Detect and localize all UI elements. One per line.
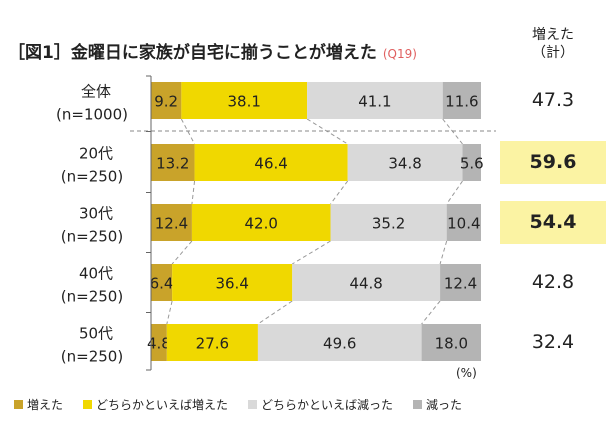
bar-segment: [307, 82, 443, 119]
bar-segment: [330, 204, 447, 241]
connector-line: [330, 180, 349, 205]
bar-segment: [462, 144, 481, 181]
bar-segment: [151, 204, 192, 241]
chart-title: ［図1］金曜日に家族が自宅に揃うことが増えた (Q19): [8, 38, 417, 63]
total-value: 54.4: [500, 201, 606, 244]
category-n-label: (n=250): [61, 228, 123, 246]
bar-segment: [194, 144, 348, 181]
legend-swatch: [14, 400, 23, 409]
legend-label: どちらかといえば増えた: [96, 398, 229, 412]
data-label: 49.6: [323, 335, 356, 353]
legend-item: どちらかといえば減った: [248, 396, 393, 413]
connector-line: [171, 240, 193, 265]
bar-segment: [151, 324, 167, 361]
bar-segment: [440, 264, 481, 301]
bar-segment: [421, 324, 481, 361]
category-label: 全体: [81, 83, 111, 101]
category-label: 40代: [79, 265, 113, 283]
data-label: 34.8: [388, 155, 421, 173]
legend-label: どちらかといえば減った: [261, 398, 394, 412]
data-label: 12.4: [444, 275, 477, 293]
data-label: 44.8: [349, 275, 382, 293]
data-label: 35.2: [372, 215, 405, 233]
bar-segment: [191, 204, 331, 241]
data-label: 13.2: [156, 155, 189, 173]
bar-segment: [446, 204, 481, 241]
total-value: 47.3: [531, 89, 575, 111]
question-code: (Q19): [382, 47, 417, 61]
data-label: 12.4: [155, 215, 188, 233]
connector-line: [439, 240, 448, 265]
connector-line: [166, 300, 173, 325]
data-label: 9.2: [154, 93, 178, 111]
chart-title-text: ［図1］金曜日に家族が自宅に揃うことが増えた: [8, 43, 377, 63]
legend-item: 減った: [413, 396, 462, 413]
category-n-label: (n=250): [61, 168, 123, 186]
category-n-label: (n=250): [61, 348, 123, 366]
legend-label: 減った: [426, 398, 463, 412]
legend-swatch: [83, 400, 93, 409]
data-label: 10.4: [447, 215, 480, 233]
category-n-label: (n=1000): [56, 106, 128, 124]
data-label: 11.6: [445, 93, 478, 111]
total-column-header: 増えた （計）: [500, 26, 606, 62]
bar-segment: [166, 324, 258, 361]
total-value: 42.8: [531, 271, 575, 293]
data-label: 36.4: [215, 275, 248, 293]
data-label: 27.6: [196, 335, 229, 353]
category-label: 50代: [79, 325, 113, 343]
bar-segment: [151, 82, 182, 119]
connector-line: [421, 300, 441, 325]
connector-line: [291, 240, 331, 265]
category-n-label: (n=250): [61, 288, 123, 306]
bar-segment: [347, 144, 463, 181]
bar-segment: [151, 144, 195, 181]
bar-segment: [181, 82, 308, 119]
bar-segment: [257, 324, 422, 361]
data-label: 4.8: [147, 335, 171, 353]
connector-line: [446, 180, 463, 205]
legend-swatch: [413, 400, 423, 409]
total-header-line2: （計）: [532, 45, 574, 61]
legend-item: どちらかといえば増えた: [83, 396, 228, 413]
connector-line: [191, 180, 196, 205]
total-header-line1: 増えた: [532, 27, 574, 43]
bar-segment: [151, 264, 173, 301]
legend-item: 増えた: [14, 396, 63, 413]
legend: 増えた どちらかといえば増えた どちらかといえば減った 減った: [14, 396, 482, 413]
bar-segment: [172, 264, 293, 301]
unit-label: (%): [456, 366, 477, 380]
total-value: 32.4: [531, 331, 575, 353]
bar-segment: [442, 82, 481, 119]
bar-segment: [292, 264, 441, 301]
legend-label: 増えた: [27, 398, 64, 412]
data-label: 6.4: [150, 275, 174, 293]
data-label: 5.6: [460, 155, 484, 173]
total-value: 59.6: [500, 141, 606, 184]
connector-line: [257, 300, 293, 325]
data-label: 18.0: [435, 335, 468, 353]
category-label: 20代: [79, 145, 113, 163]
category-label: 30代: [79, 205, 113, 223]
data-label: 46.4: [254, 155, 287, 173]
data-label: 38.1: [228, 93, 261, 111]
data-label: 42.0: [245, 215, 278, 233]
data-label: 41.1: [358, 93, 391, 111]
legend-swatch: [248, 400, 258, 409]
